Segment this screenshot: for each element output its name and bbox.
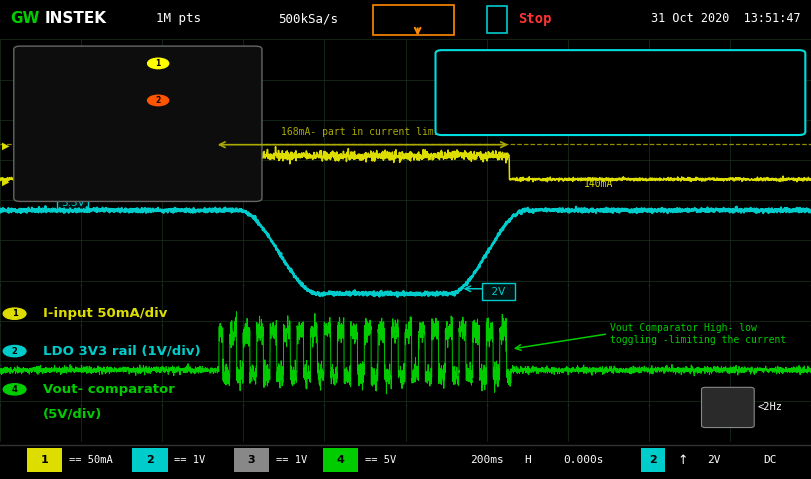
Bar — [487, 6, 507, 34]
Text: LDO 3V3 rail (1V/div): LDO 3V3 rail (1V/div) — [43, 344, 200, 358]
Text: ▶: ▶ — [2, 176, 10, 186]
Text: 1: 1 — [156, 59, 161, 68]
Text: 1M pts: 1M pts — [156, 12, 201, 25]
Text: 2: 2 — [649, 456, 657, 465]
Text: 994ms: 994ms — [69, 95, 98, 105]
Text: 168mA- part in current limit: 168mA- part in current limit — [281, 127, 445, 137]
Text: 2: 2 — [11, 347, 18, 355]
Text: ○: ○ — [32, 95, 38, 105]
Bar — [641, 448, 665, 472]
Text: 140mA: 140mA — [174, 95, 204, 105]
Circle shape — [3, 384, 26, 395]
Text: 500kSa/s: 500kSa/s — [278, 12, 338, 25]
Text: ▶: ▶ — [2, 141, 10, 151]
Text: Δ1.99s: Δ1.99s — [69, 133, 104, 142]
Text: == 1V: == 1V — [276, 456, 307, 465]
Text: △: △ — [154, 133, 161, 142]
Text: 2V: 2V — [707, 456, 720, 465]
Text: 140mA: 140mA — [584, 179, 613, 189]
Text: 140mA: 140mA — [97, 179, 127, 189]
Text: Vout- comparator: Vout- comparator — [43, 383, 175, 396]
Text: 3.3V: 3.3V — [61, 198, 84, 208]
Text: △: △ — [32, 133, 44, 142]
Text: DC: DC — [764, 456, 777, 465]
Text: 2: 2 — [146, 456, 154, 465]
FancyBboxPatch shape — [436, 50, 805, 135]
Text: == 1V: == 1V — [174, 456, 206, 465]
Text: 1: 1 — [41, 456, 49, 465]
Text: Stop: Stop — [518, 12, 552, 26]
Text: 2: 2 — [156, 96, 161, 105]
Text: 31 Oct 2020  13:51:47: 31 Oct 2020 13:51:47 — [651, 12, 800, 25]
Circle shape — [148, 95, 169, 106]
Text: 0.000s: 0.000s — [564, 456, 604, 465]
Text: I-input 50mA/div: I-input 50mA/div — [43, 307, 167, 320]
Text: 2V: 2V — [485, 286, 512, 297]
FancyBboxPatch shape — [14, 46, 262, 202]
Text: 4: 4 — [337, 456, 345, 465]
Text: 200ms: 200ms — [470, 456, 504, 465]
Bar — [27, 448, 62, 472]
Text: □: □ — [32, 58, 38, 68]
Circle shape — [3, 345, 26, 357]
Bar — [373, 5, 454, 34]
Bar — [323, 448, 358, 472]
Text: -14.0mA/s: -14.0mA/s — [174, 170, 227, 180]
Text: == 5V: == 5V — [365, 456, 397, 465]
Text: 168mA: 168mA — [174, 58, 204, 68]
Text: (5V/div): (5V/div) — [43, 408, 102, 421]
Text: GW: GW — [11, 11, 40, 26]
Text: <2Hz: <2Hz — [758, 402, 783, 412]
Text: 3: 3 — [247, 456, 255, 465]
Text: F: F — [724, 402, 731, 412]
Text: ̤28.0mA: ̤28.0mA — [174, 133, 216, 142]
Text: Vout Comparator High- low
toggling -limiting the current: Vout Comparator High- low toggling -limi… — [610, 323, 786, 344]
Circle shape — [148, 58, 169, 68]
FancyBboxPatch shape — [702, 388, 754, 428]
Text: H: H — [524, 456, 530, 465]
Text: == 50mA: == 50mA — [69, 456, 113, 465]
Text: 1: 1 — [11, 309, 18, 318]
Text: 4: 4 — [11, 385, 18, 394]
Bar — [132, 448, 168, 472]
Text: Dynamic operation- Current limit- Entry and exit: Dynamic operation- Current limit- Entry … — [476, 87, 765, 97]
Text: △: △ — [154, 170, 161, 180]
Circle shape — [3, 308, 26, 319]
Text: ↑: ↑ — [678, 454, 688, 467]
Text: -998ms: -998ms — [69, 58, 104, 68]
Text: INSTEK: INSTEK — [45, 11, 106, 26]
Bar — [234, 448, 269, 472]
Text: dI/dt: dI/dt — [69, 170, 98, 180]
